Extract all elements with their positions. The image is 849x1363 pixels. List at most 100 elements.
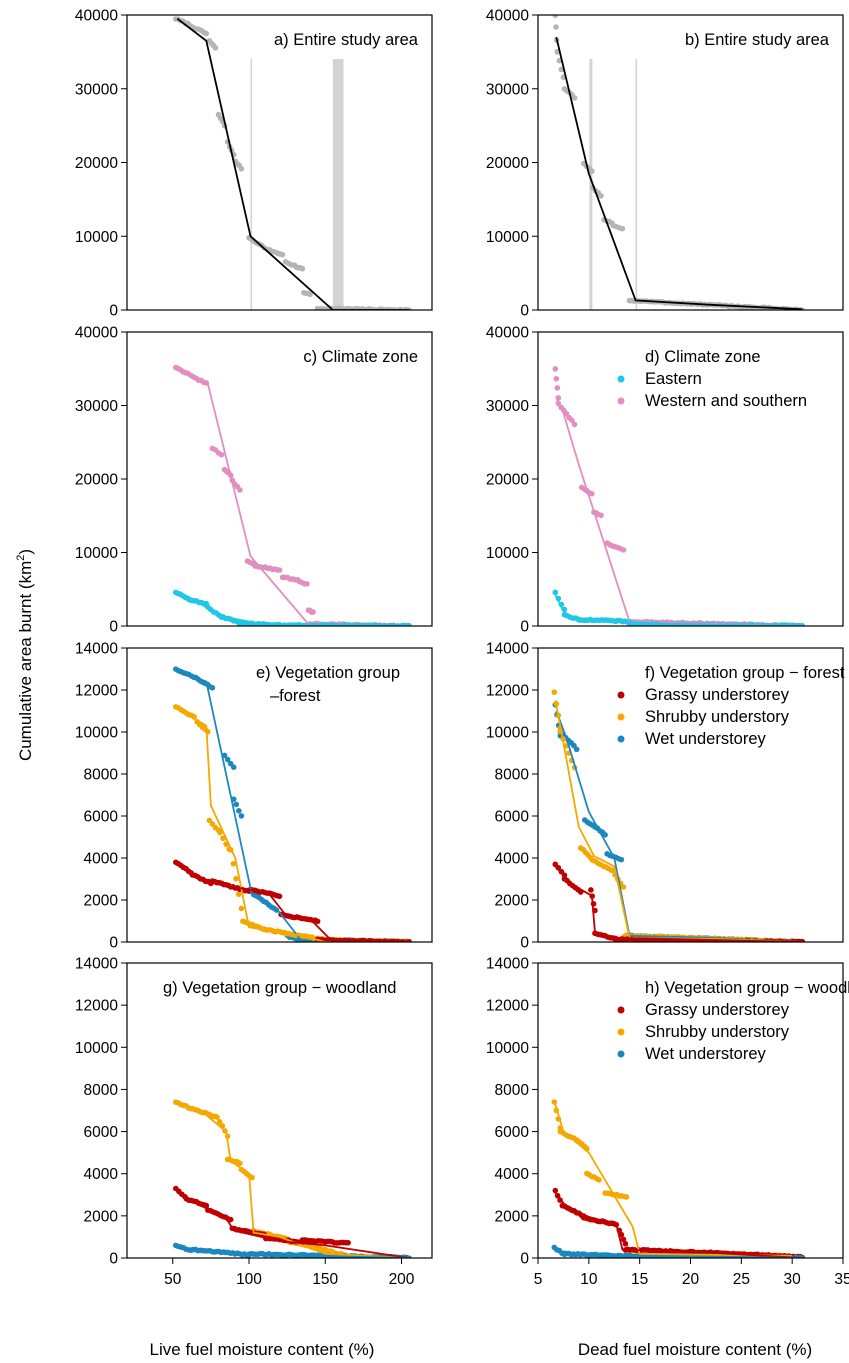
x-tick-label: 150 bbox=[312, 1271, 338, 1288]
x-tick-label: 200 bbox=[389, 1271, 415, 1288]
fit-line bbox=[554, 865, 803, 942]
fit-line bbox=[176, 708, 410, 942]
data-point bbox=[237, 487, 243, 493]
data-point bbox=[609, 867, 616, 874]
legend-entry: Grassy understorey bbox=[645, 1001, 790, 1019]
data-point bbox=[619, 225, 626, 232]
y-tick-label: 4000 bbox=[495, 851, 530, 868]
data-point bbox=[279, 251, 286, 258]
data-point bbox=[620, 1236, 627, 1243]
data-point bbox=[220, 835, 226, 842]
y-tick-label: 8000 bbox=[84, 767, 119, 784]
y-tick-label: 40000 bbox=[486, 325, 529, 342]
y-tick-label: 2000 bbox=[495, 1208, 530, 1225]
data-point bbox=[235, 891, 242, 898]
fit-line bbox=[176, 670, 410, 942]
y-tick-label: 0 bbox=[109, 619, 118, 636]
y-tick-label: 14000 bbox=[75, 956, 118, 973]
data-point bbox=[551, 689, 558, 695]
legend-marker bbox=[617, 713, 625, 721]
legend-entry: Shrubby understory bbox=[645, 708, 790, 726]
fit-line bbox=[175, 1246, 410, 1258]
panel-g: 0 2000 4000 6000 8000 10000 12000 14000 50 100 150… bbox=[75, 956, 433, 1288]
y-tick-label: 10000 bbox=[486, 725, 529, 742]
legend-entry: Grassy understorey bbox=[645, 686, 790, 704]
legend-entry: Eastern bbox=[645, 370, 702, 388]
threshold-band bbox=[332, 59, 344, 310]
panel-title: h) Vegetation group − woodland bbox=[645, 979, 849, 997]
data-point bbox=[314, 918, 321, 925]
data-point bbox=[233, 801, 240, 808]
plot-area bbox=[551, 1099, 806, 1258]
y-tick-label: 6000 bbox=[84, 1124, 119, 1141]
fit-line bbox=[176, 17, 410, 310]
fit-line bbox=[554, 594, 803, 626]
data-point bbox=[573, 746, 580, 753]
data-point bbox=[563, 410, 570, 417]
x-tick-label: 25 bbox=[733, 1271, 750, 1288]
panel-f: 0 2000 4000 6000 8000 10000 12000 14000 f) Veget… bbox=[486, 641, 845, 952]
panel-title: d) Climate zone bbox=[645, 348, 761, 366]
y-tick-label: 20000 bbox=[486, 472, 529, 489]
data-point bbox=[623, 1194, 630, 1200]
y-tick-label: 0 bbox=[109, 303, 118, 320]
panel-d: 0 10000 20000 30000 40000 d) Climate zone East… bbox=[486, 325, 844, 636]
data-point bbox=[598, 193, 604, 199]
x-tick-label: 20 bbox=[682, 1271, 700, 1288]
plot-area bbox=[173, 16, 412, 310]
x-tick-label: 10 bbox=[580, 1271, 598, 1288]
data-point bbox=[620, 884, 627, 890]
y-tick-label: 30000 bbox=[486, 398, 529, 415]
panel-frame bbox=[126, 331, 433, 627]
y-axis-title: Cumulative area burnt (km2) bbox=[15, 549, 35, 761]
data-point bbox=[307, 291, 313, 298]
data-point bbox=[571, 95, 578, 101]
data-point bbox=[588, 887, 594, 893]
x-tick-label: 15 bbox=[631, 1271, 648, 1288]
y-tick-label: 10000 bbox=[75, 1040, 118, 1057]
y-tick-label: 6000 bbox=[495, 809, 530, 826]
fit-line bbox=[554, 1103, 793, 1257]
x-axis-title-dead: Dead fuel moisture content (%) bbox=[578, 1340, 812, 1359]
data-point bbox=[602, 832, 608, 838]
data-point bbox=[214, 1114, 220, 1120]
data-point bbox=[216, 1119, 223, 1125]
y-tick-label: 20000 bbox=[75, 155, 118, 172]
y-tick-label: 2000 bbox=[495, 893, 530, 910]
plot-area bbox=[552, 15, 806, 310]
data-point bbox=[276, 567, 283, 573]
threshold-line bbox=[250, 59, 253, 310]
y-tick-label: 30000 bbox=[75, 81, 118, 98]
data-point bbox=[299, 265, 306, 272]
y-tick-label: 14000 bbox=[486, 641, 529, 658]
plot-area bbox=[173, 1099, 412, 1258]
y-tick-label: 10000 bbox=[75, 725, 118, 742]
data-point bbox=[233, 875, 239, 882]
y-tick-label: 6000 bbox=[495, 1124, 530, 1141]
fit-line bbox=[176, 1191, 410, 1258]
y-tick-label: 0 bbox=[520, 303, 529, 320]
plot-area bbox=[552, 366, 806, 626]
data-point bbox=[552, 589, 559, 596]
y-tick-label: 14000 bbox=[486, 956, 529, 973]
y-tick-label: 40000 bbox=[486, 8, 529, 25]
fit-line bbox=[554, 1248, 803, 1258]
data-point bbox=[276, 893, 283, 900]
y-tick-label: 8000 bbox=[495, 767, 530, 784]
data-point bbox=[218, 451, 225, 458]
data-point bbox=[553, 24, 559, 30]
legend-marker bbox=[617, 1050, 625, 1058]
y-tick-label: 10000 bbox=[486, 1040, 529, 1057]
x-tick-label: 5 bbox=[534, 1271, 543, 1288]
y-tick-label: 0 bbox=[109, 935, 118, 952]
x-axis-title-live: Live fuel moisture content (%) bbox=[150, 1340, 375, 1359]
legend-marker bbox=[617, 375, 625, 383]
panel-a: 0 10000 20000 30000 40000 a) Entire study are… bbox=[75, 8, 433, 320]
x-tick-label: 50 bbox=[164, 1271, 182, 1288]
panel-frame bbox=[126, 14, 433, 311]
data-point bbox=[571, 421, 578, 428]
data-point bbox=[553, 375, 560, 382]
y-tick-label: 6000 bbox=[84, 809, 119, 826]
